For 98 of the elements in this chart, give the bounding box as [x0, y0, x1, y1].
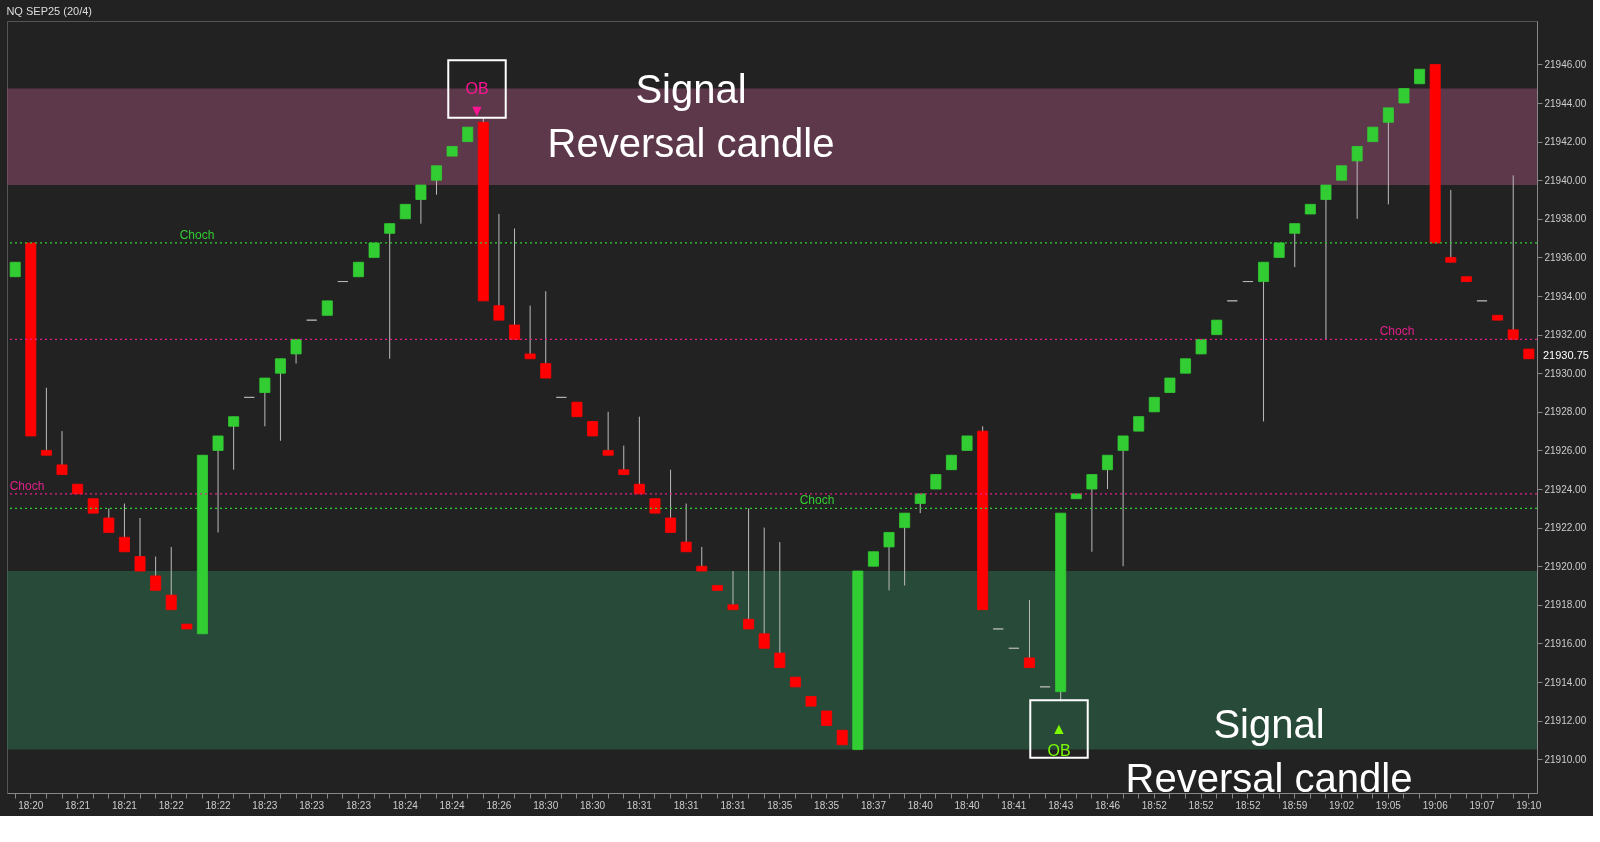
candlestick [103, 507, 115, 533]
annotation: OB ▼ [465, 80, 489, 119]
candlestick [259, 377, 271, 427]
x-tick-label: 18:23 [252, 799, 278, 811]
x-tick-label: 18:26 [486, 799, 512, 811]
x-tick-label: 18:23 [345, 799, 372, 811]
candlestick [118, 503, 130, 553]
y-tick-label: 21922.00 [1544, 522, 1587, 534]
candlestick [1102, 454, 1113, 490]
x-tick-label: 18:46 [1094, 799, 1121, 811]
y-tick-label: 21940.00 [1544, 174, 1587, 186]
y-tick-label: 21914.00 [1544, 676, 1587, 688]
ref-line-label: Choch [179, 227, 215, 242]
chart-title: NQ SEP25 (20/4) [6, 5, 92, 17]
candlestick [56, 430, 68, 476]
x-tick-label: 18:40 [907, 799, 934, 811]
candlestick [493, 213, 505, 321]
candlestick [150, 556, 162, 591]
candlestick [618, 445, 630, 476]
candlestick [1445, 189, 1457, 263]
x-tick-label: 18:52 [1141, 799, 1168, 811]
y-tick-label: 21910.00 [1544, 753, 1587, 765]
candlestick [1024, 599, 1035, 669]
x-tick-label: 19:07 [1469, 799, 1495, 811]
candlestick [696, 546, 708, 572]
candlestick [899, 512, 911, 587]
annotation: ▲ OB [1047, 720, 1071, 759]
annotation: Signal Reversal candle [547, 67, 835, 165]
candlestick [524, 305, 536, 360]
ref-line-label: Choch [9, 478, 45, 493]
x-tick-label: 18:52 [1235, 799, 1261, 811]
candlestick [727, 570, 739, 611]
x-tick-label: 19:06 [1422, 799, 1449, 811]
x-tick-label: 18:22 [158, 799, 185, 811]
x-tick-label: 18:52 [1188, 799, 1215, 811]
x-tick-label: 18:21 [65, 799, 91, 811]
candlestick [680, 503, 692, 553]
candlestick [274, 358, 286, 442]
candlestick [134, 517, 146, 572]
ref-line-label: Choch [799, 493, 835, 508]
candlestick [1507, 174, 1519, 340]
ref-line-label: Choch [1379, 324, 1415, 339]
x-tick-label: 18:43 [1048, 799, 1074, 811]
candlestick [774, 541, 786, 669]
x-tick-label: 18:31 [626, 799, 653, 811]
candlestick [540, 290, 552, 379]
y-tick-label: 21938.00 [1544, 213, 1587, 225]
y-tick-label: 21928.00 [1544, 406, 1587, 418]
x-tick-label: 18:37 [860, 799, 887, 811]
candlestick [602, 411, 614, 456]
candlestick [665, 469, 677, 533]
x-tick-label: 18:35 [814, 799, 840, 811]
candlestick [509, 227, 520, 340]
y-tick-label: 21930.00 [1544, 367, 1587, 379]
x-tick-label: 18:21 [111, 799, 138, 811]
x-tick-label: 19:02 [1329, 799, 1355, 811]
text: 21930.75 [1543, 349, 1589, 361]
candlestick [431, 165, 442, 196]
y-tick-label: 21944.00 [1544, 97, 1587, 109]
candlestick [883, 531, 895, 591]
candlestick [743, 507, 755, 630]
x-tick-label: 19:10 [1516, 799, 1542, 811]
x-tick-label: 18:41 [1001, 799, 1027, 811]
candlestick [40, 387, 52, 456]
candlestick [165, 546, 177, 611]
candlestick [1351, 145, 1363, 220]
y-tick-label: 21912.00 [1544, 715, 1587, 727]
x-tick-label: 18:24 [439, 799, 466, 811]
candlestick [290, 338, 302, 365]
y-tick-label: 21918.00 [1544, 599, 1587, 611]
x-tick-label: 18:30 [533, 799, 559, 811]
x-tick-label: 18:20 [18, 799, 44, 811]
candlestick [758, 527, 770, 649]
x-tick-label: 18:35 [767, 799, 793, 811]
x-tick-label: 18:59 [1282, 799, 1308, 811]
candlestick [633, 416, 645, 495]
x-tick-label: 18:23 [299, 799, 325, 811]
y-tick-label: 21920.00 [1544, 560, 1587, 572]
candlestick [1382, 107, 1394, 205]
y-tick-label: 21926.00 [1544, 444, 1587, 456]
y-tick-label: 21942.00 [1544, 136, 1587, 148]
y-tick-label: 21936.00 [1544, 251, 1587, 263]
annotation: Signal Reversal candle [1125, 702, 1413, 800]
candlestick [228, 416, 240, 471]
x-tick-label: 18:31 [673, 799, 700, 811]
candlestick [415, 184, 427, 225]
x-tick-label: 18:24 [392, 799, 419, 811]
y-tick-label: 21924.00 [1544, 483, 1587, 495]
y-tick-label: 21916.00 [1544, 637, 1587, 649]
x-tick-label: 18:40 [954, 799, 980, 811]
y-tick-label: 21934.00 [1544, 290, 1587, 302]
x-tick-label: 19:05 [1375, 799, 1402, 811]
y-tick-label: 21932.00 [1544, 329, 1587, 341]
candlestick [1258, 261, 1270, 422]
x-tick-label: 18:22 [205, 799, 231, 811]
x-tick-label: 18:30 [580, 799, 606, 811]
y-tick-label: 21946.00 [1544, 58, 1587, 70]
x-tick-label: 18:31 [720, 799, 746, 811]
